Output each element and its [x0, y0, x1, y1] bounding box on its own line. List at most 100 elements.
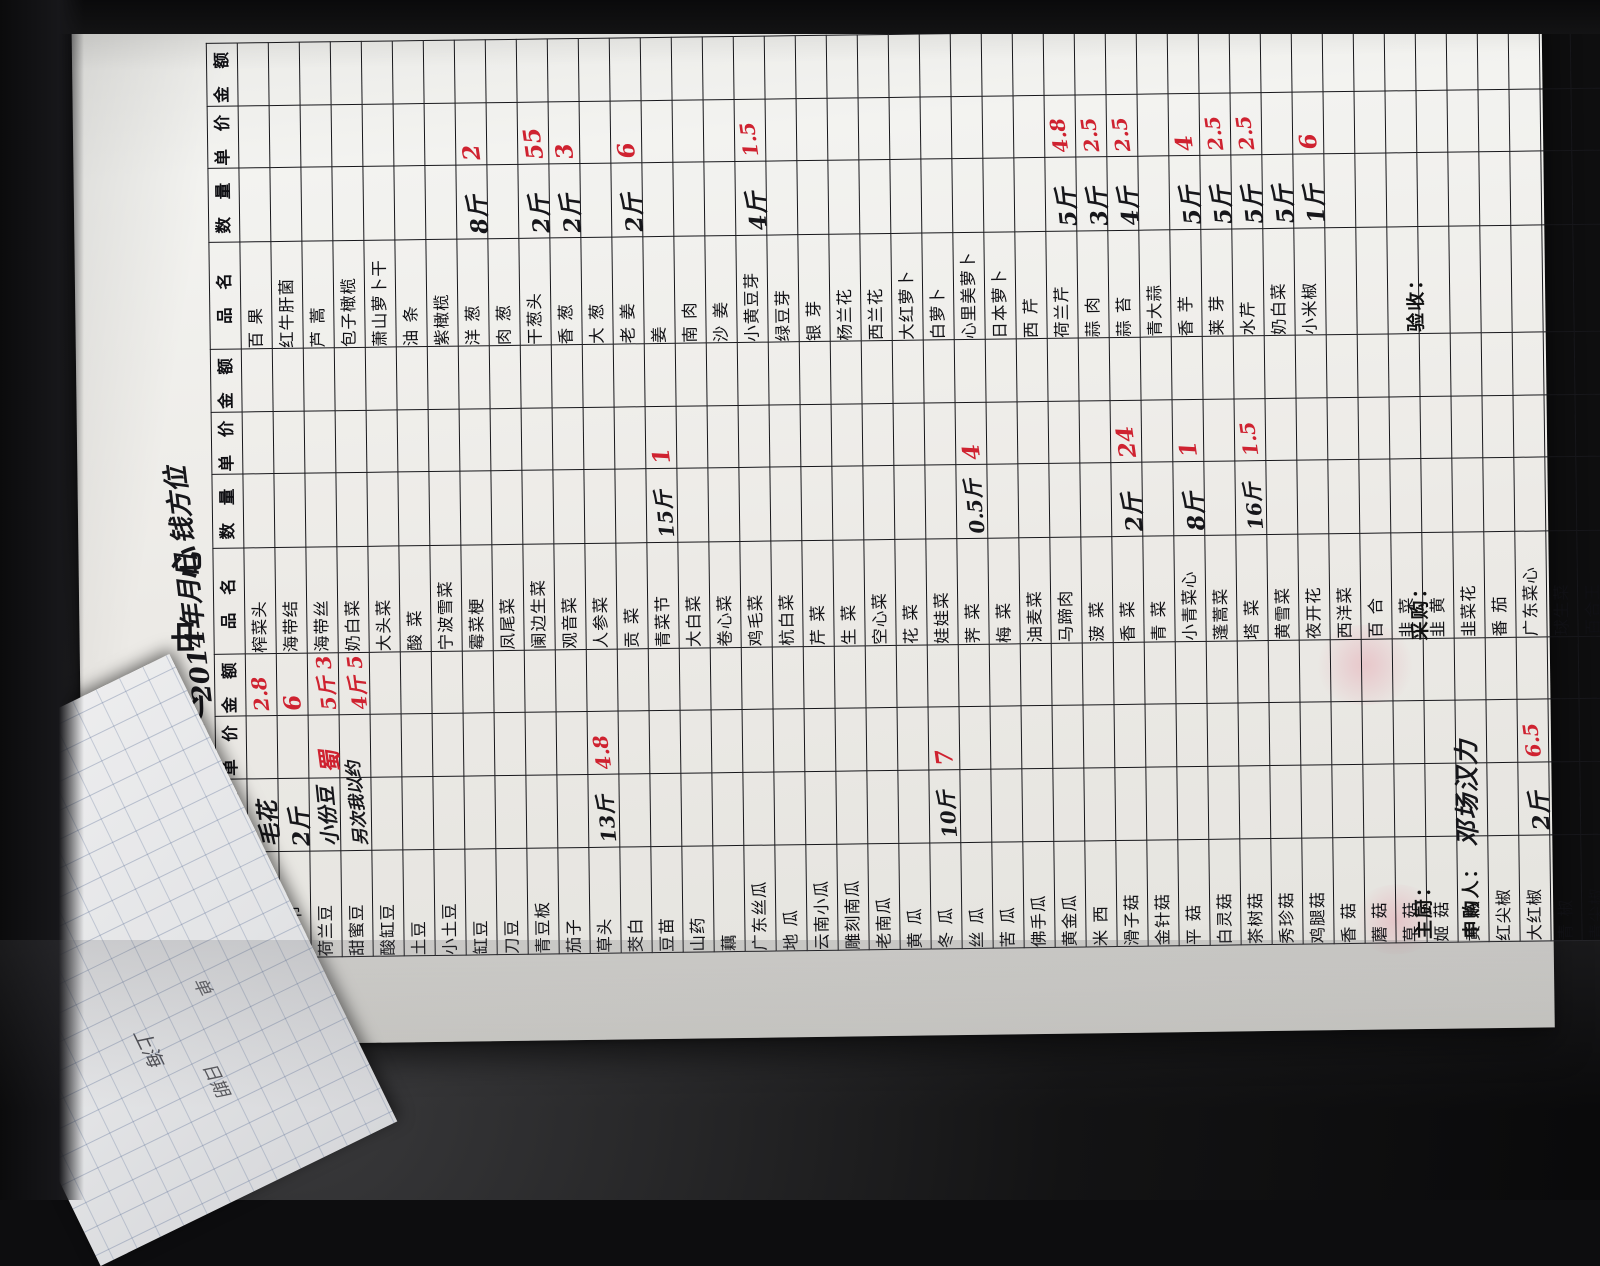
cell-amount[interactable] [1229, 29, 1261, 92]
cell-price[interactable] [246, 715, 278, 778]
cell-price[interactable] [672, 99, 704, 162]
cell-amount[interactable] [303, 347, 335, 410]
cell-amount[interactable] [1078, 337, 1110, 400]
cell-amount[interactable] [1051, 642, 1083, 705]
cell-price[interactable] [1176, 703, 1208, 766]
cell-price[interactable] [1300, 701, 1332, 764]
cell-amount[interactable] [923, 339, 955, 402]
cell-qty[interactable] [402, 776, 434, 850]
cell-price[interactable] [618, 710, 650, 773]
cell-price[interactable] [1579, 698, 1600, 761]
cell-price[interactable] [827, 97, 859, 160]
cell-price[interactable] [649, 710, 681, 773]
cell-price[interactable] [397, 409, 429, 472]
cell-qty[interactable] [921, 158, 953, 232]
cell-qty[interactable] [898, 769, 930, 843]
cell-price[interactable] [1575, 393, 1600, 456]
cell-qty[interactable] [332, 166, 364, 240]
cell-amount[interactable] [493, 649, 525, 712]
cell-price[interactable] [1083, 704, 1115, 767]
cell-amount[interactable] [706, 342, 738, 405]
cell-price[interactable] [428, 408, 460, 471]
cell-amount[interactable] [888, 34, 920, 97]
cell-price[interactable] [1358, 396, 1390, 459]
cell-price[interactable] [889, 96, 921, 159]
cell-qty[interactable] [1580, 760, 1600, 834]
cell-amount[interactable] [1105, 31, 1137, 94]
cell-price[interactable] [1540, 88, 1572, 151]
cell-price[interactable]: 4 [955, 401, 987, 464]
cell-qty[interactable]: 2斤 [278, 777, 310, 851]
cell-price[interactable]: 6.5 [1517, 698, 1549, 761]
cell-amount[interactable] [989, 643, 1021, 706]
cell-price[interactable] [1017, 401, 1049, 464]
cell-qty[interactable] [805, 770, 837, 844]
cell-qty[interactable] [367, 472, 399, 546]
cell-qty[interactable] [1479, 151, 1511, 225]
cell-qty[interactable] [801, 466, 833, 540]
cell-price[interactable] [556, 711, 588, 774]
cell-price[interactable]: 2.5 [1199, 92, 1231, 155]
cell-qty[interactable]: 1斤 [1293, 154, 1325, 228]
cell-amount[interactable] [1508, 25, 1540, 88]
cell-qty[interactable]: 5斤 [1200, 155, 1232, 229]
cell-qty[interactable] [580, 163, 612, 237]
cell-price[interactable] [424, 102, 456, 165]
cell-qty[interactable] [336, 472, 368, 546]
cell-qty[interactable] [1448, 151, 1480, 225]
cell-price[interactable] [1114, 704, 1146, 767]
cell-price[interactable] [1048, 400, 1080, 463]
cell-amount[interactable] [648, 647, 680, 710]
cell-price[interactable]: 2.5 [1075, 94, 1107, 157]
cell-qty[interactable] [615, 468, 647, 542]
cell-amount[interactable] [679, 647, 711, 710]
cell-qty[interactable] [1084, 767, 1116, 841]
cell-qty[interactable]: 16斤 [1235, 460, 1267, 534]
cell-amount[interactable] [1260, 29, 1292, 92]
cell-amount[interactable] [272, 348, 304, 411]
cell-price[interactable] [951, 95, 983, 158]
cell-amount[interactable] [586, 648, 618, 711]
cell-amount[interactable] [1140, 336, 1172, 399]
cell-amount[interactable] [334, 347, 366, 410]
cell-price[interactable]: 1.5 [1234, 398, 1266, 461]
cell-amount[interactable] [795, 35, 827, 98]
cell-price[interactable] [614, 406, 646, 469]
cell-amount[interactable]: 5斤 3 [307, 652, 339, 715]
cell-price[interactable] [525, 711, 557, 774]
cell-qty[interactable]: 5斤 [1169, 155, 1201, 229]
cell-qty[interactable] [1115, 766, 1147, 840]
cell-amount[interactable] [1481, 332, 1513, 395]
cell-qty[interactable] [1208, 765, 1240, 839]
cell-amount[interactable] [1578, 635, 1600, 698]
cell-qty[interactable] [1138, 156, 1170, 230]
cell-qty[interactable]: 4斤 [735, 161, 767, 235]
cell-qty[interactable] [1355, 153, 1387, 227]
cell-qty[interactable] [642, 162, 674, 236]
cell-price[interactable]: 55 [517, 101, 549, 164]
cell-amount[interactable] [737, 342, 769, 405]
cell-qty[interactable]: 2斤 [1518, 761, 1550, 835]
cell-price[interactable] [703, 99, 735, 162]
cell-price[interactable] [1021, 705, 1053, 768]
cell-qty[interactable] [1177, 765, 1209, 839]
cell-price[interactable]: 6 [1292, 91, 1324, 154]
cell-amount[interactable] [1295, 334, 1327, 397]
cell-qty[interactable] [987, 463, 1019, 537]
cell-price[interactable] [773, 708, 805, 771]
cell-price[interactable] [1451, 395, 1483, 458]
cell-qty[interactable] [859, 159, 891, 233]
cell-price[interactable]: 4.8 [587, 711, 619, 774]
cell-amount[interactable] [365, 347, 397, 410]
cell-price[interactable] [897, 707, 929, 770]
cell-price[interactable] [463, 712, 495, 775]
cell-price[interactable] [1261, 91, 1293, 154]
cell-qty[interactable] [487, 164, 519, 238]
cell-price[interactable] [393, 103, 425, 166]
cell-amount[interactable] [803, 645, 835, 708]
cell-amount[interactable] [1450, 332, 1482, 395]
cell-price[interactable] [1013, 95, 1045, 158]
cell-amount[interactable] [1202, 336, 1234, 399]
cell-qty[interactable]: 10斤 [929, 769, 961, 843]
cell-amount[interactable] [1361, 638, 1393, 701]
